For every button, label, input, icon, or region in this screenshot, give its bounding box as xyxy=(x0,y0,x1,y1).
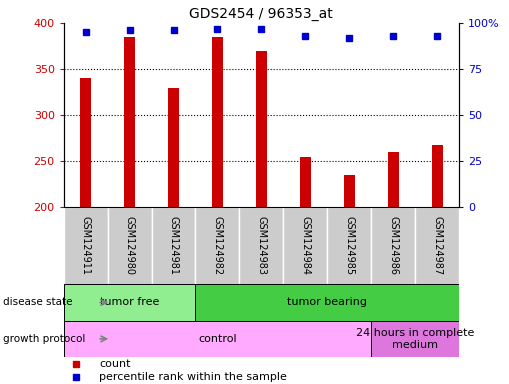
Bar xyxy=(327,207,371,284)
Bar xyxy=(371,207,414,284)
Bar xyxy=(239,207,283,284)
Text: 24 hours in complete
medium: 24 hours in complete medium xyxy=(355,328,473,350)
Text: growth protocol: growth protocol xyxy=(3,334,85,344)
Bar xyxy=(168,88,179,207)
Bar xyxy=(387,152,398,207)
Bar xyxy=(256,51,266,207)
Bar xyxy=(195,207,239,284)
Bar xyxy=(299,157,310,207)
Bar xyxy=(64,207,107,284)
Text: percentile rank within the sample: percentile rank within the sample xyxy=(99,372,287,382)
Bar xyxy=(80,78,91,207)
Text: GSM124985: GSM124985 xyxy=(344,216,354,275)
Text: GSM124984: GSM124984 xyxy=(300,216,309,275)
Bar xyxy=(151,207,195,284)
Bar xyxy=(64,284,195,321)
Bar xyxy=(107,207,151,284)
Text: GSM124982: GSM124982 xyxy=(212,216,222,275)
Text: GSM124911: GSM124911 xyxy=(80,216,91,275)
Text: GSM124983: GSM124983 xyxy=(256,216,266,275)
Bar xyxy=(343,175,354,207)
Bar xyxy=(124,37,135,207)
Text: tumor bearing: tumor bearing xyxy=(287,297,366,308)
Bar xyxy=(64,321,371,357)
Title: GDS2454 / 96353_at: GDS2454 / 96353_at xyxy=(189,7,332,21)
Text: disease state: disease state xyxy=(3,297,72,308)
Text: count: count xyxy=(99,359,131,369)
Text: GSM124986: GSM124986 xyxy=(387,216,398,275)
Text: tumor free: tumor free xyxy=(100,297,159,308)
Text: GSM124987: GSM124987 xyxy=(431,216,441,275)
Bar xyxy=(414,207,458,284)
Bar xyxy=(195,284,458,321)
Bar xyxy=(212,37,222,207)
Bar xyxy=(371,321,458,357)
Text: GSM124981: GSM124981 xyxy=(168,216,178,275)
Text: control: control xyxy=(198,334,236,344)
Bar xyxy=(431,145,442,207)
Text: GSM124980: GSM124980 xyxy=(124,216,134,275)
Bar xyxy=(283,207,327,284)
